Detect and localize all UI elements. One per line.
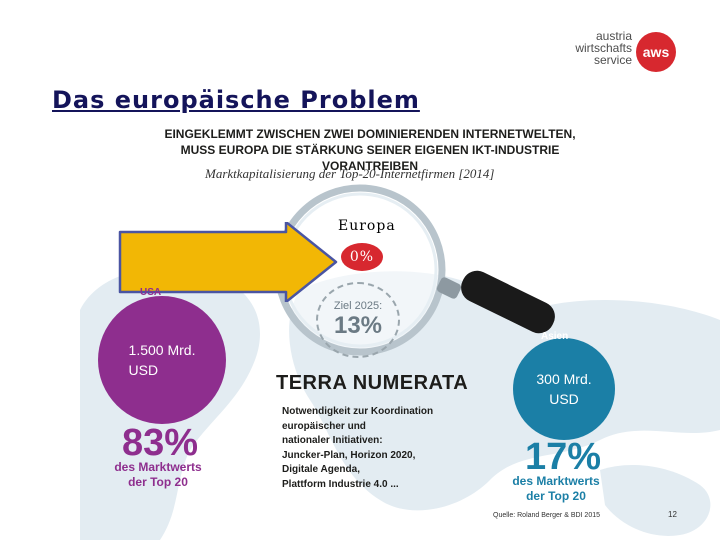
usa-share-caption-2: der Top 20 <box>128 475 188 489</box>
terra-line: europäischer und <box>282 420 366 432</box>
europe-share-badge: 0% <box>341 243 383 271</box>
terra-line: Juncker-Plan, Horizon 2020, <box>282 449 416 461</box>
usa-value-circle: 1.500 Mrd. USD <box>98 296 226 424</box>
logo-line-3: service <box>593 53 632 67</box>
logo-line-2: wirtschafts <box>575 41 632 55</box>
source-note: Quelle: Roland Berger & BDI 2015 <box>493 512 601 519</box>
arrow-right-icon <box>118 222 338 302</box>
usa-share-caption: des Marktwerts der Top 20 <box>108 460 208 490</box>
terra-line: Notwendigkeit zur Koordination <box>282 406 434 417</box>
terra-line: nationaler Initiativen: <box>282 435 383 446</box>
asia-value-circle: 300 Mrd. USD <box>513 338 615 440</box>
subheadline: Marktkapitalisierung der Top-20-Internet… <box>205 166 495 181</box>
terra-line: Digitale Agenda, <box>282 464 360 475</box>
terra-numerata-body: Notwendigkeit zur Koordination europäisc… <box>282 405 442 492</box>
asia-share: 17% <box>525 436 602 478</box>
page-title: Das europäische Problem <box>52 86 420 114</box>
europe-label: Europa <box>338 218 396 234</box>
headline: EINGEKLEMMT ZWISCHEN ZWEI DOMINIERENDEN … <box>160 126 580 174</box>
asia-share-caption-2: der Top 20 <box>526 489 586 503</box>
terra-numerata-title: TERRA NUMERATA <box>276 372 469 394</box>
europe-goal-label: Ziel 2025: <box>333 300 383 312</box>
logo-line-1: austria <box>595 29 632 43</box>
asia-share-caption: des Marktwerts der Top 20 <box>506 474 606 504</box>
logo-wordmark: austria wirtschafts service <box>575 30 632 66</box>
usa-value-line-1: 1.500 Mrd. <box>128 342 196 358</box>
headline-line-1: EINGEKLEMMT ZWISCHEN ZWEI DOMINIERENDEN … <box>164 127 576 141</box>
usa-share-caption-1: des Marktwerts <box>114 460 202 474</box>
headline-line-2: MUSS EUROPA DIE STÄRKUNG SEINER EIGENEN … <box>180 143 560 173</box>
europe-goal-share: 13% <box>333 312 383 339</box>
page-number: 12 <box>668 510 677 519</box>
usa-share: 83% <box>122 422 199 464</box>
usa-value-line-2: USD <box>128 362 159 378</box>
usa-label: USA <box>140 287 162 298</box>
terra-line: Plattform Industrie 4.0 ... <box>282 478 399 490</box>
logo-badge: aws <box>636 32 676 72</box>
europe-goal-circle: Ziel 2025: 13% <box>316 282 400 358</box>
asia-value-line-2: USD <box>549 391 579 407</box>
asia-value-line-1: 300 Mrd. <box>536 371 592 387</box>
asia-label: Asien <box>541 331 569 342</box>
asia-share-caption-1: des Marktwerts <box>512 474 600 488</box>
